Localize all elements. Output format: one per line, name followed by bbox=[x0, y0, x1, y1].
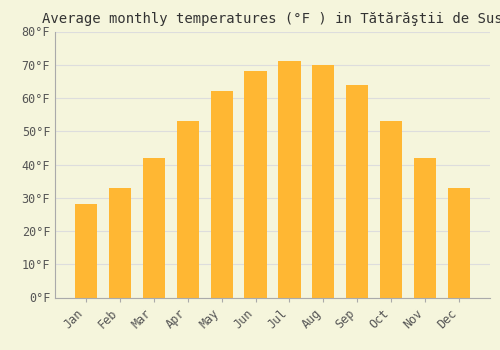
Bar bbox=[142, 158, 165, 298]
Title: Average monthly temperatures (°F ) in Tătărăştii de Sus: Average monthly temperatures (°F ) in Tă… bbox=[42, 12, 500, 26]
Bar bbox=[312, 65, 334, 298]
Bar bbox=[346, 85, 368, 298]
Bar bbox=[414, 158, 436, 298]
Bar bbox=[448, 188, 470, 298]
Bar bbox=[380, 121, 402, 298]
Bar bbox=[278, 61, 300, 298]
Bar bbox=[244, 71, 266, 298]
Bar bbox=[176, 121, 199, 298]
Bar bbox=[75, 204, 97, 298]
Bar bbox=[210, 91, 233, 298]
Bar bbox=[108, 188, 131, 298]
